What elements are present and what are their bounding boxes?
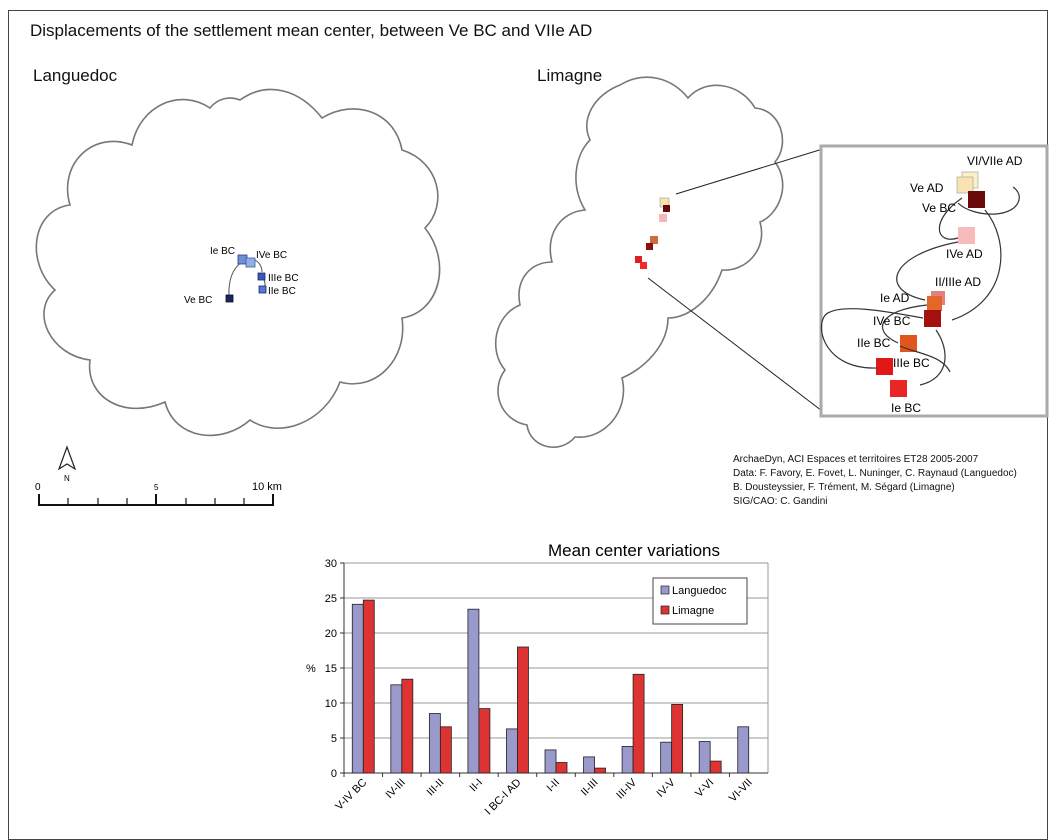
inset-label-ive-ad: IVe AD xyxy=(946,247,983,261)
bar-languedoc-10 xyxy=(737,726,750,774)
y-tick-label: 10 xyxy=(325,698,337,710)
languedoc-marker-ive-bc xyxy=(245,257,256,268)
bar-limagne-9 xyxy=(709,760,722,774)
y-tick-label: 30 xyxy=(325,558,337,570)
legend-swatch-limagne xyxy=(660,605,670,615)
languedoc-label-ie-bc: Ie BC xyxy=(210,246,235,257)
scale-tick-0: 0 xyxy=(35,482,41,493)
bar-limagne-0 xyxy=(362,599,375,774)
legend-label-languedoc: Languedoc xyxy=(672,585,727,597)
inset-label-vi-viie-ad: VI/VIIe AD xyxy=(967,154,1023,168)
bar-languedoc-6 xyxy=(583,756,595,774)
inset-label-ie-ad: Ie AD xyxy=(880,291,910,305)
languedoc-label-ve-bc: Ve BC xyxy=(184,295,212,306)
credit-line-3: B. Dousteyssier, F. Trément, M. Ségard (… xyxy=(733,482,955,493)
inset-label-ve-bc: Ve BC xyxy=(922,201,956,215)
scale-tick-5: 5 xyxy=(154,483,159,492)
scale-bar: 0 5 10 km xyxy=(35,481,282,506)
x-tick-label: VI-VII xyxy=(727,777,755,805)
y-tick-label: 0 xyxy=(331,768,337,780)
languedoc-marker-iiie-bc xyxy=(257,272,266,281)
languedoc-mean-center-trajectory: Ie BC IVe BC IIIe BC IIe BC Ve BC xyxy=(184,246,299,306)
credit-line-1: ArchaeDyn, ACI Espaces et territoires ET… xyxy=(733,454,979,465)
languedoc-marker-ve-bc xyxy=(225,294,234,303)
map-label-languedoc: Languedoc xyxy=(33,66,118,85)
x-tick-label: I BC-I AD xyxy=(483,777,524,818)
x-tick-label: IV-V xyxy=(655,776,679,800)
chart-title: Mean center variations xyxy=(548,541,720,560)
bar-limagne-7 xyxy=(632,673,645,774)
y-axis-ticks: 0 5 10 15 20 25 30 xyxy=(325,558,344,780)
languedoc-marker-iie-bc xyxy=(258,285,267,294)
inset-label-iiie-bc: IIIe BC xyxy=(893,356,930,370)
legend-label-limagne: Limagne xyxy=(672,605,714,617)
y-tick-label: 25 xyxy=(325,593,337,605)
credit-line-4: SIG/CAO: C. Gandini xyxy=(733,496,828,507)
y-tick-label: 5 xyxy=(331,733,337,745)
bar-limagne-3 xyxy=(478,708,491,774)
bar-languedoc-2 xyxy=(428,713,441,774)
bar-languedoc-0 xyxy=(351,603,364,774)
x-tick-label: II-III xyxy=(579,777,601,799)
x-tick-label: IV-III xyxy=(383,777,407,801)
limagne-mean-center-markers xyxy=(635,197,670,269)
north-arrow-icon: N xyxy=(57,445,77,483)
credit-line-2: Data: F. Favory, E. Fovet, L. Nuninger, … xyxy=(733,468,1017,479)
y-axis-label: % xyxy=(306,663,316,675)
languedoc-label-iie-bc: IIe BC xyxy=(268,286,296,297)
bar-limagne-6 xyxy=(594,767,606,774)
bar-limagne-1 xyxy=(401,678,414,774)
zoom-connector-bottom xyxy=(647,277,827,415)
inset-label-ie-bc: Ie BC xyxy=(891,401,921,415)
scale-tick-10km: 10 km xyxy=(252,481,282,493)
x-tick-label: II-I xyxy=(467,777,485,795)
x-tick-label: V-VI xyxy=(693,777,716,800)
map-label-limagne: Limagne xyxy=(537,66,603,85)
chart-legend: Languedoc Limagne xyxy=(652,577,748,625)
figure-title: Displacements of the settlement mean cen… xyxy=(30,21,593,40)
x-tick-label: III-IV xyxy=(614,776,639,801)
limagne-territory-outline xyxy=(494,76,784,448)
y-tick-label: 20 xyxy=(325,628,337,640)
bar-languedoc-3 xyxy=(467,608,480,774)
limagne-inset-zoom: VI/VIIe AD Ve AD Ve BC IVe AD II/IIIe AD… xyxy=(819,144,1049,418)
x-tick-label: V-IV BC xyxy=(333,777,369,813)
north-arrow-label: N xyxy=(64,474,70,483)
languedoc-label-iiie-bc: IIIe BC xyxy=(268,273,299,284)
inset-label-ve-ad: Ve AD xyxy=(910,181,944,195)
bar-languedoc-8 xyxy=(660,741,673,774)
bar-languedoc-1 xyxy=(390,684,403,774)
bar-languedoc-5 xyxy=(544,749,557,774)
bar-languedoc-7 xyxy=(621,746,634,774)
x-axis-ticks: V-IV BC IV-III III-II II-II BC-I AD I-II II-I… xyxy=(333,773,755,818)
x-tick-label: I-II xyxy=(545,777,563,795)
y-tick-label: 15 xyxy=(325,663,337,675)
bar-limagne-8 xyxy=(671,704,684,774)
inset-label-ive-bc: IVe BC xyxy=(873,314,911,328)
bar-limagne-4 xyxy=(517,646,529,774)
languedoc-territory-outline xyxy=(35,88,441,437)
bar-languedoc-9 xyxy=(698,741,711,774)
inset-label-ii-iiie-ad: II/IIIe AD xyxy=(935,275,981,289)
inset-label-iie-bc: IIe BC xyxy=(857,336,891,350)
x-tick-label: III-II xyxy=(425,777,447,799)
languedoc-label-ive-bc: IVe BC xyxy=(256,250,287,261)
bar-limagne-5 xyxy=(555,762,568,774)
chart-bars xyxy=(351,599,750,774)
bar-languedoc-4 xyxy=(506,728,518,774)
bar-limagne-2 xyxy=(439,726,452,774)
zoom-connector-top xyxy=(675,147,827,195)
legend-swatch-languedoc xyxy=(660,585,670,595)
